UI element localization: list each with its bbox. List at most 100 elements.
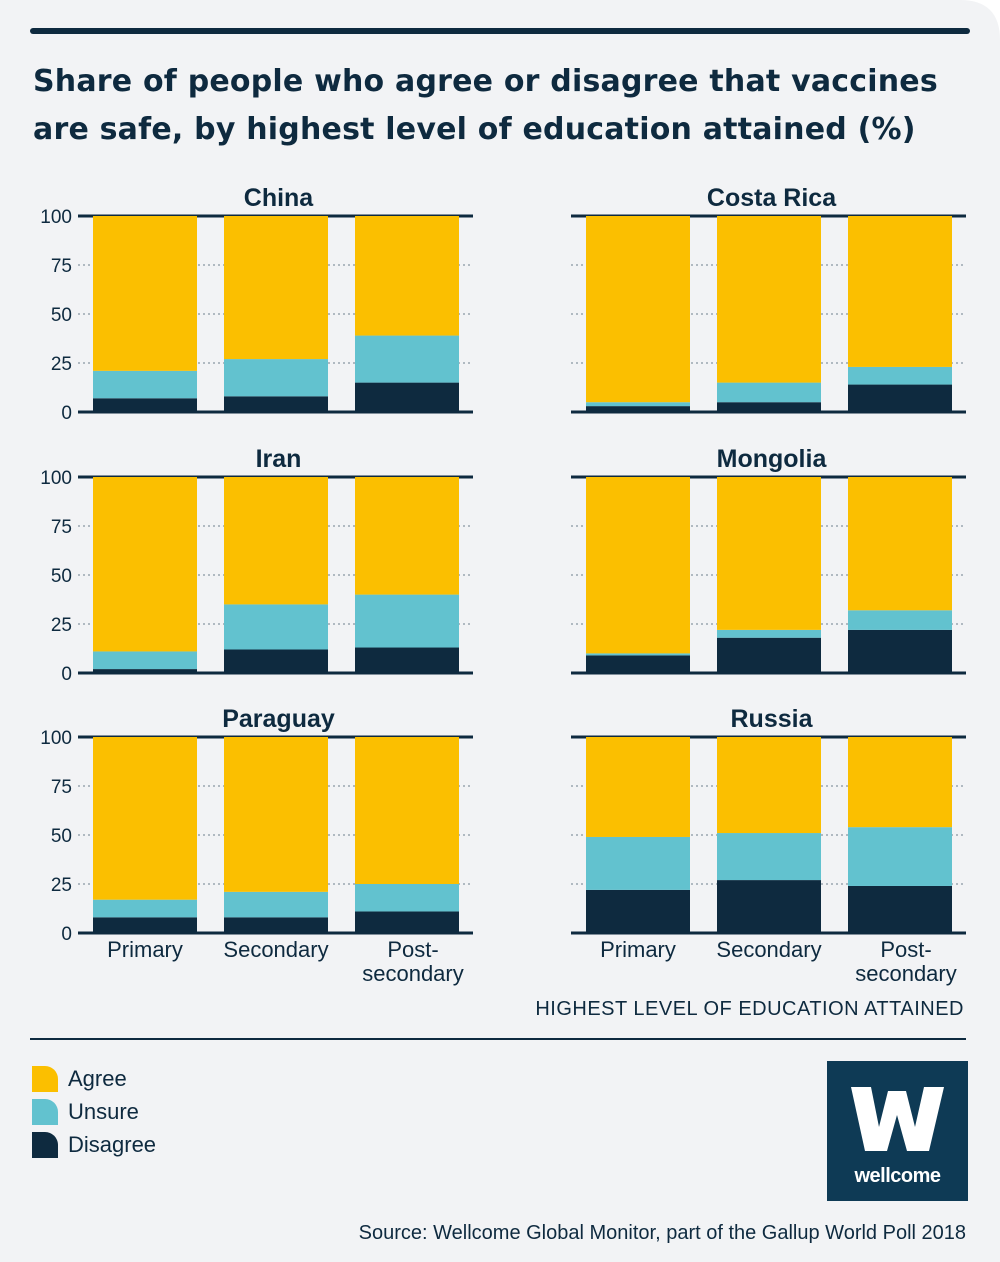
- bar-unsure-post-secondary: [848, 366, 952, 385]
- y-tick-label: 25: [51, 875, 72, 896]
- y-tick-label: 0: [61, 924, 72, 945]
- bar-agree-secondary: [717, 477, 821, 630]
- bar-disagree-primary: [586, 655, 690, 673]
- y-tick-label: 50: [51, 305, 72, 326]
- bar-unsure-primary: [586, 653, 690, 656]
- y-tick-label: 100: [40, 468, 72, 489]
- bar-agree-primary: [586, 737, 690, 837]
- y-tick-label: 75: [51, 256, 72, 277]
- bar-unsure-post-secondary: [355, 884, 459, 912]
- bar-unsure-secondary: [224, 891, 328, 918]
- bar-disagree-post-secondary: [848, 629, 952, 673]
- bar-agree-secondary: [717, 216, 821, 383]
- bar-unsure-post-secondary: [355, 335, 459, 383]
- panel-title: Russia: [731, 705, 814, 733]
- bar-disagree-primary: [586, 889, 690, 933]
- legend-label-disagree: Disagree: [68, 1131, 157, 1157]
- y-tick-label: 75: [51, 517, 72, 538]
- y-tick-label: 0: [61, 664, 72, 685]
- panel-mongolia: Mongolia: [571, 445, 966, 675]
- bar-disagree-primary: [93, 669, 197, 673]
- legend-item-agree: Agree: [32, 1062, 156, 1095]
- logo-text: wellcome: [854, 1165, 941, 1187]
- bar-unsure-secondary: [224, 359, 328, 397]
- bar-unsure-post-secondary: [848, 827, 952, 886]
- bar-disagree-primary: [93, 398, 197, 412]
- bar-agree-primary: [93, 737, 197, 900]
- page-corner: [960, 0, 1000, 40]
- legend-divider: [30, 1038, 966, 1040]
- bar-disagree-secondary: [224, 649, 328, 673]
- y-tick-label: 25: [51, 354, 72, 375]
- y-tick-label: 50: [51, 566, 72, 587]
- bar-unsure-primary: [586, 836, 690, 890]
- panel-title: China: [244, 184, 315, 212]
- legend-swatch-unsure: [32, 1098, 58, 1125]
- x-category-label-secondary: Secondary: [223, 937, 328, 962]
- y-tick-label: 25: [51, 615, 72, 636]
- legend-label-unsure: Unsure: [68, 1098, 139, 1124]
- x-category-label-post-secondary: Post-secondary: [855, 937, 957, 986]
- bar-agree-primary: [93, 216, 197, 371]
- bar-agree-post-secondary: [355, 216, 459, 336]
- bar-disagree-post-secondary: [848, 384, 952, 412]
- bar-agree-primary: [586, 477, 690, 654]
- bar-unsure-secondary: [717, 382, 821, 403]
- bar-unsure-secondary: [717, 833, 821, 881]
- bar-agree-post-secondary: [355, 737, 459, 884]
- panel-title: Paraguay: [222, 705, 335, 733]
- bar-disagree-secondary: [224, 917, 328, 933]
- bar-agree-secondary: [224, 477, 328, 605]
- wellcome-w-icon: [851, 1087, 944, 1151]
- chart-area: China 0 25 50 75 100 Costa Rica Iran 0 25 50 75 100 M…: [40, 184, 966, 986]
- bar-disagree-post-secondary: [355, 382, 459, 412]
- legend-item-unsure: Unsure: [32, 1095, 156, 1128]
- panel-title: Iran: [256, 445, 302, 473]
- top-rule: [30, 28, 970, 34]
- legend-swatch-disagree: [32, 1131, 58, 1158]
- y-tick-label: 50: [51, 826, 72, 847]
- legend-swatch-agree: [32, 1065, 58, 1092]
- bar-agree-primary: [93, 477, 197, 652]
- x-category-label-primary: Primary: [600, 937, 676, 962]
- y-tick-label: 100: [40, 207, 72, 228]
- bar-unsure-post-secondary: [848, 610, 952, 630]
- legend-item-disagree: Disagree: [32, 1128, 156, 1161]
- bar-unsure-primary: [93, 899, 197, 918]
- legend-label-agree: Agree: [68, 1065, 127, 1091]
- panel-russia: Russia Primary Secondary Post-secondary: [571, 705, 966, 986]
- bar-unsure-primary: [586, 402, 690, 407]
- y-tick-label: 75: [51, 777, 72, 798]
- panel-china: China 0 25 50 75 100: [40, 184, 473, 424]
- bar-unsure-post-secondary: [355, 594, 459, 648]
- y-tick-label: 0: [61, 403, 72, 424]
- bar-agree-post-secondary: [848, 216, 952, 367]
- bar-disagree-secondary: [717, 880, 821, 933]
- wellcome-logo: wellcome: [827, 1061, 968, 1201]
- source-note: Source: Wellcome Global Monitor, part of…: [358, 1222, 966, 1244]
- y-tick-label: 100: [40, 728, 72, 749]
- bar-disagree-secondary: [717, 402, 821, 412]
- bar-unsure-primary: [93, 370, 197, 399]
- bar-disagree-secondary: [224, 396, 328, 412]
- bar-agree-post-secondary: [355, 477, 459, 595]
- x-category-label-secondary: Secondary: [716, 937, 821, 962]
- bar-agree-post-secondary: [848, 477, 952, 611]
- panel-costa-rica: Costa Rica: [571, 184, 966, 414]
- bar-disagree-post-secondary: [355, 911, 459, 933]
- bar-unsure-primary: [93, 651, 197, 670]
- bar-disagree-primary: [586, 406, 690, 412]
- x-category-label-post-secondary: Post-secondary: [362, 937, 464, 986]
- panel-paraguay: Paraguay 0 25 50 75 100 Primary Secondary Post-s…: [40, 705, 473, 986]
- bar-agree-secondary: [224, 216, 328, 360]
- bar-disagree-primary: [93, 917, 197, 933]
- bar-agree-secondary: [224, 737, 328, 892]
- bar-agree-secondary: [717, 737, 821, 834]
- chart-title: Share of people who agree or disagree th…: [33, 64, 938, 147]
- x-category-label-primary: Primary: [107, 937, 183, 962]
- legend: Agree Unsure Disagree: [32, 1062, 156, 1161]
- bar-unsure-secondary: [224, 604, 328, 650]
- bar-agree-primary: [586, 216, 690, 403]
- bar-unsure-secondary: [717, 629, 821, 638]
- bar-disagree-secondary: [717, 637, 821, 673]
